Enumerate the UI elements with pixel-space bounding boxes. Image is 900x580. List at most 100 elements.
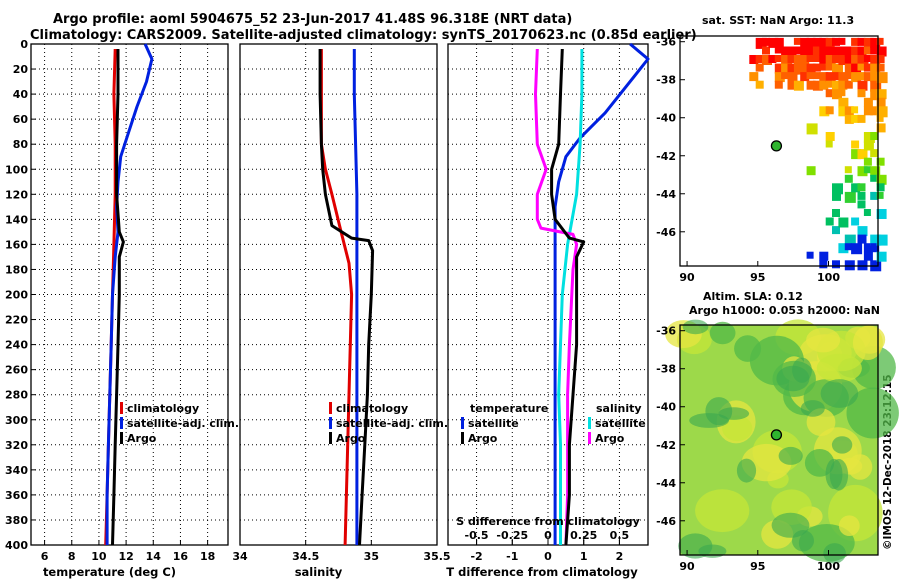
sst-cell bbox=[806, 55, 814, 62]
ytick-label: 160 bbox=[5, 238, 28, 251]
sst-cell bbox=[832, 209, 840, 217]
difference-xtick-label: -2 bbox=[470, 550, 482, 563]
sst-cell bbox=[755, 37, 767, 49]
sst-cell bbox=[863, 63, 872, 72]
sst-cell bbox=[870, 89, 882, 101]
temperature-xtick-label: 12 bbox=[118, 550, 133, 563]
sst-cell bbox=[774, 46, 782, 54]
diff-legend-label-t: Argo bbox=[468, 432, 498, 445]
sst-cell bbox=[838, 72, 849, 83]
sla-blob-low bbox=[778, 446, 803, 465]
sst-cell bbox=[863, 72, 873, 82]
sst-cell bbox=[806, 37, 816, 47]
sst-cell bbox=[806, 46, 816, 56]
ytick-label: 400 bbox=[5, 539, 28, 552]
sst-cell bbox=[876, 97, 886, 107]
figure-title-line2: Climatology: CARS2009. Satellite-adjuste… bbox=[30, 28, 697, 43]
sst-cell bbox=[863, 46, 872, 55]
salinity-legend-swatch bbox=[329, 402, 332, 414]
sst-cell bbox=[774, 80, 783, 89]
sst-cell bbox=[755, 63, 764, 72]
salinity-xtick-label: 35.5 bbox=[423, 550, 450, 563]
sst-cell bbox=[876, 234, 888, 246]
sst-cell bbox=[857, 191, 866, 200]
sla-map-xtick-label: 100 bbox=[817, 560, 840, 573]
diff-x2tick-label: 0.25 bbox=[570, 529, 597, 542]
sst-cell bbox=[755, 55, 764, 63]
sla-map-ytick-label: -46 bbox=[656, 515, 676, 528]
sst-cell bbox=[787, 80, 797, 90]
sst-cell bbox=[819, 260, 828, 269]
sst-cell bbox=[844, 191, 856, 203]
sla-blob bbox=[846, 387, 899, 439]
sst-cell bbox=[876, 209, 887, 219]
salinity-legend-swatch bbox=[329, 432, 332, 444]
sst-cell bbox=[851, 243, 863, 255]
sst-cell bbox=[800, 55, 810, 64]
temperature-xtick-label: 6 bbox=[41, 550, 49, 563]
sst-cell bbox=[755, 80, 764, 89]
sst-map-ytick-label: -46 bbox=[656, 226, 676, 239]
sst-cell bbox=[857, 166, 868, 177]
sst-cell bbox=[876, 174, 887, 185]
temperature-legend-label: satellite-adj. clim. bbox=[127, 417, 239, 430]
sst-cell bbox=[825, 89, 834, 98]
sla-blob bbox=[722, 415, 753, 442]
sst-cell bbox=[832, 63, 843, 75]
sst-cell bbox=[844, 106, 854, 116]
sla-blob-low bbox=[682, 319, 709, 335]
sst-cell bbox=[857, 114, 866, 123]
sst-cell bbox=[838, 89, 846, 97]
sst-cell bbox=[876, 114, 884, 122]
sst-map-xtick-label: 100 bbox=[817, 271, 840, 284]
sst-cell bbox=[800, 37, 810, 47]
sla-map-argo-marker bbox=[770, 429, 783, 441]
sla-map-ytick-label: -44 bbox=[656, 477, 676, 490]
sla-map-frame bbox=[679, 324, 879, 556]
salinity-series-climatology bbox=[319, 49, 354, 546]
sst-cell bbox=[812, 63, 821, 72]
sst-cell bbox=[812, 55, 820, 62]
difference-xtick-label: -1 bbox=[506, 550, 518, 563]
sst-cell bbox=[870, 55, 881, 65]
sst-map-cells bbox=[749, 37, 888, 272]
sst-cell bbox=[825, 63, 833, 71]
sst-cell bbox=[857, 260, 868, 271]
sst-cell bbox=[832, 89, 842, 100]
sst-map-title: sat. SST: NaN Argo: 11.3 bbox=[702, 14, 855, 27]
sst-cell bbox=[774, 37, 784, 47]
sst-cell bbox=[876, 37, 884, 45]
sst-cell bbox=[806, 72, 814, 80]
ytick-label: 100 bbox=[5, 163, 28, 176]
sst-cell bbox=[806, 251, 814, 259]
sla-blob bbox=[695, 489, 750, 533]
sst-cell bbox=[863, 251, 873, 261]
sst-cell bbox=[863, 97, 873, 107]
sst-cell bbox=[812, 46, 824, 58]
sst-cell bbox=[793, 37, 801, 45]
sst-cell bbox=[781, 72, 789, 80]
sla-blob bbox=[852, 325, 883, 360]
sst-cell bbox=[863, 55, 871, 62]
sst-cell bbox=[863, 209, 871, 216]
sst-cell bbox=[793, 46, 802, 55]
sst-cell bbox=[749, 55, 759, 64]
sst-cell bbox=[832, 183, 843, 195]
sla-map-ytick-label: -38 bbox=[656, 363, 676, 376]
ytick-label: 320 bbox=[5, 439, 28, 452]
sst-cell bbox=[819, 37, 829, 47]
difference-series-t-argo bbox=[550, 48, 586, 546]
sst-cell bbox=[870, 72, 881, 83]
difference-series-s-satellite bbox=[557, 49, 584, 545]
ytick-label: 40 bbox=[13, 88, 29, 101]
sst-cell bbox=[781, 55, 793, 66]
difference-series-s-argo bbox=[534, 48, 579, 546]
sla-blob bbox=[806, 327, 841, 353]
difference-xtick-label: 1 bbox=[580, 550, 588, 563]
sst-cell bbox=[844, 55, 855, 65]
sst-cell bbox=[832, 260, 840, 269]
sst-cell bbox=[857, 200, 866, 209]
temperature-frame bbox=[30, 43, 229, 546]
ytick-label: 120 bbox=[5, 188, 28, 201]
sla-blob bbox=[734, 335, 762, 362]
